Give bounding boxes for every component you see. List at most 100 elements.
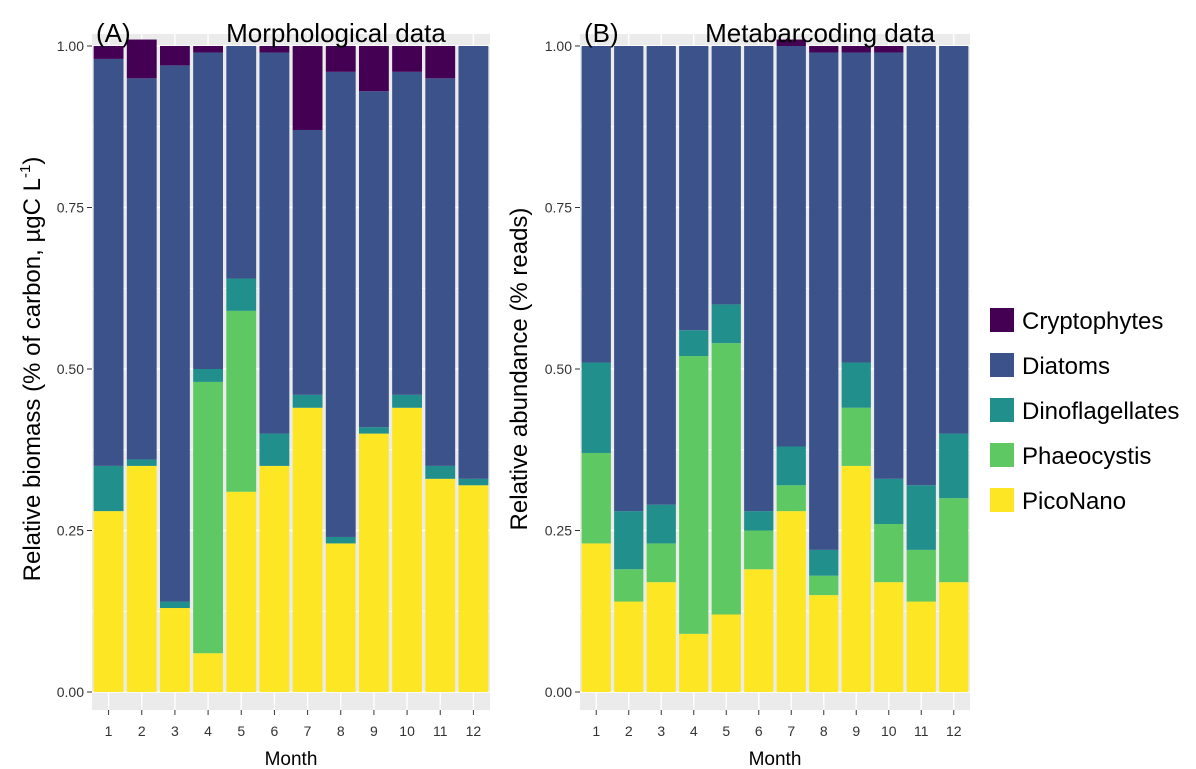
bar-segment-diatoms-month-12 <box>458 46 489 479</box>
y-axis-title-superscript: -1 <box>17 165 34 178</box>
x-tick-label: 2 <box>625 723 633 739</box>
x-tick-label: 8 <box>337 723 345 739</box>
bar-segment-phaeocystis-month-4 <box>193 381 224 654</box>
bar-segment-piconano-month-1 <box>93 511 124 692</box>
bar-segment-dinoflagellates-month-3 <box>646 504 676 544</box>
x-tick-label: 10 <box>399 723 415 739</box>
x-tick-label: 1 <box>105 723 113 739</box>
bar-segment-diatoms-month-7 <box>292 129 323 395</box>
bar-segment-diatoms-month-11 <box>906 46 936 486</box>
bar-segment-diatoms-month-1 <box>581 46 611 363</box>
legend-swatch-phaeocystis <box>990 443 1014 467</box>
bar-segment-piconano-month-4 <box>679 633 709 692</box>
bar-segment-dinoflagellates-month-3 <box>159 601 190 609</box>
bar-segment-cryptophytes-month-10 <box>874 46 904 53</box>
bar-segment-diatoms-month-11 <box>425 78 456 466</box>
y-tick-label: 0.50 <box>545 361 572 377</box>
bar-segment-piconano-month-8 <box>809 595 839 692</box>
x-tick-label: 2 <box>138 723 146 739</box>
bar-segment-dinoflagellates-month-7 <box>292 394 323 408</box>
bar-segment-cryptophytes-month-8 <box>325 46 356 72</box>
bar-segment-diatoms-month-5 <box>226 46 257 279</box>
bar-segment-piconano-month-11 <box>906 601 936 692</box>
legend-label-dinoflagellates: Dinoflagellates <box>1022 398 1179 425</box>
x-tick-label: 6 <box>271 723 279 739</box>
bar-segment-cryptophytes-month-11 <box>425 46 456 79</box>
bar-segment-diatoms-month-8 <box>325 71 356 537</box>
bar-segment-diatoms-month-1 <box>93 58 124 466</box>
bar-segment-dinoflagellates-month-12 <box>458 478 489 486</box>
y-tick-label: 0.75 <box>57 200 84 216</box>
bar-segment-diatoms-month-2 <box>614 46 644 512</box>
legend-label-phaeocystis: Phaeocystis <box>1022 443 1151 470</box>
y-axis-title-main: Relative biomass (% of carbon, µgC L <box>19 178 46 581</box>
chart-title: Morphological data <box>226 18 446 48</box>
legend-swatch-diatoms <box>990 353 1014 377</box>
x-tick-label: 4 <box>204 723 212 739</box>
bar-segment-dinoflagellates-month-6 <box>744 511 774 531</box>
bar-segment-piconano-month-1 <box>581 543 611 692</box>
bar-segment-dinoflagellates-month-9 <box>358 427 389 434</box>
bar-segment-diatoms-month-6 <box>744 46 774 512</box>
x-axis: 1 2 3 4 5 6 7 8 9 10 11 12 <box>105 710 482 739</box>
panel-label: (A) <box>96 18 131 48</box>
y-axis-title-close: ) <box>19 157 46 165</box>
x-axis-title: Month <box>265 749 318 769</box>
legend-swatch-piconano <box>990 488 1014 512</box>
bar-segment-cryptophytes-month-7 <box>776 39 806 46</box>
y-tick-label: 0.25 <box>545 523 572 539</box>
bar-segment-piconano-month-12 <box>458 485 489 692</box>
x-tick-label: 3 <box>657 723 665 739</box>
bar-segment-piconano-month-10 <box>392 407 423 692</box>
bar-segment-diatoms-month-12 <box>939 46 969 434</box>
bar-segment-piconano-month-12 <box>939 582 969 692</box>
bar-segment-piconano-month-8 <box>325 543 356 692</box>
bar-segment-dinoflagellates-month-4 <box>193 369 224 382</box>
x-tick-label: 1 <box>592 723 600 739</box>
bar-segment-cryptophytes-month-7 <box>292 46 323 130</box>
bar-segment-piconano-month-6 <box>744 569 774 692</box>
bar-segment-phaeocystis-month-2 <box>614 569 644 602</box>
plot-background <box>580 34 970 710</box>
bar-segment-dinoflagellates-month-5 <box>226 278 257 311</box>
bar-segment-phaeocystis-month-10 <box>874 524 904 583</box>
bar-segment-diatoms-month-9 <box>841 52 871 363</box>
x-tick-label: 12 <box>466 723 482 739</box>
legend-swatch-dinoflagellates <box>990 398 1014 422</box>
y-axis-title-main: Relative abundance (% reads) <box>506 208 533 531</box>
x-tick-label: 6 <box>755 723 763 739</box>
bar-segment-dinoflagellates-month-10 <box>392 394 423 408</box>
bar-segment-diatoms-month-10 <box>874 52 904 479</box>
bar-segment-cryptophytes-month-10 <box>392 46 423 72</box>
y-tick-label: 1.00 <box>545 38 572 54</box>
x-tick-label: 3 <box>171 723 179 739</box>
panel-b-metabarcoding: 0.000.250.500.751.001 2 3 4 5 6 7 8 9 10 11 12Month… <box>506 18 970 769</box>
bar-segment-diatoms-month-4 <box>679 46 709 331</box>
y-tick-label: 0.00 <box>545 684 572 700</box>
bar-segment-cryptophytes-month-6 <box>259 46 290 53</box>
x-axis: 1 2 3 4 5 6 7 8 9 10 11 12 <box>592 710 962 739</box>
bar-segment-phaeocystis-month-6 <box>744 530 774 570</box>
bar-segment-piconano-month-6 <box>259 465 290 692</box>
x-tick-label: 7 <box>304 723 312 739</box>
bar-segment-diatoms-month-8 <box>809 52 839 550</box>
legend-label-piconano: PicoNano <box>1022 488 1126 515</box>
plot-background <box>92 34 490 710</box>
bar-segment-dinoflagellates-month-8 <box>325 536 356 544</box>
x-tick-label: 10 <box>881 723 897 739</box>
y-axis: 0.00 0.25 0.50 0.75 1.00 <box>57 38 92 700</box>
bar-segment-piconano-month-3 <box>159 608 190 692</box>
bar-segment-cryptophytes-month-1 <box>93 46 124 59</box>
bar-segment-cryptophytes-month-8 <box>809 46 839 53</box>
bar-segment-phaeocystis-month-5 <box>711 343 741 615</box>
bar-segment-diatoms-month-2 <box>126 78 157 460</box>
x-tick-label: 11 <box>433 723 448 739</box>
bar-segment-phaeocystis-month-9 <box>841 407 871 466</box>
y-axis-title: Relative biomass (% of carbon, µgC L-1) <box>17 157 46 582</box>
x-tick-label: 5 <box>237 723 245 739</box>
y-tick-label: 0.50 <box>57 361 84 377</box>
bar-segment-phaeocystis-month-1 <box>581 452 611 544</box>
x-tick-label: 9 <box>852 723 860 739</box>
bar-segment-dinoflagellates-month-11 <box>425 465 456 479</box>
bar-segment-piconano-month-5 <box>226 491 257 692</box>
